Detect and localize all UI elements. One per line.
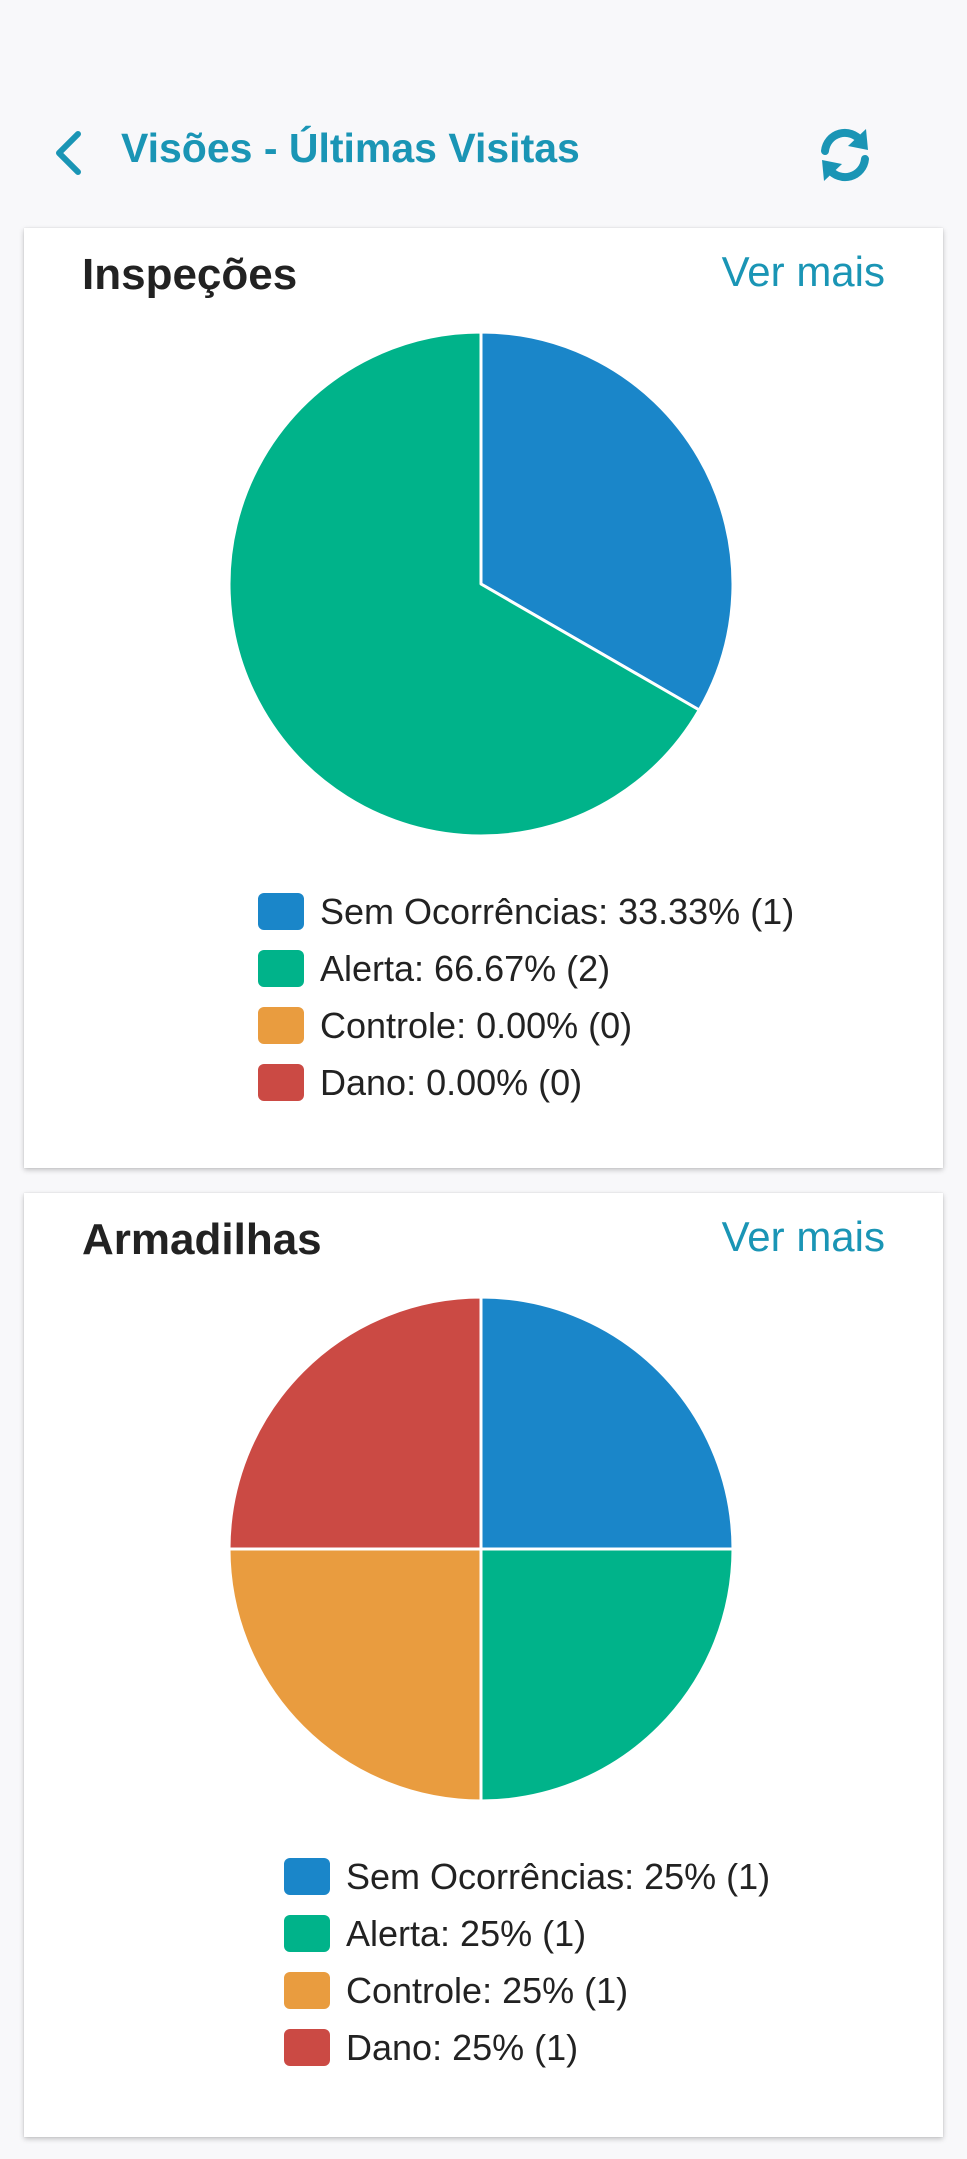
legend-label: Alerta: 66.67% (2): [320, 947, 611, 989]
page-title: Visões - Últimas Visitas: [121, 125, 580, 171]
traps-pie-chart: [226, 1294, 736, 1804]
legend-item-alerta: Alerta: 25% (1): [284, 1905, 770, 1962]
card-title: Armadilhas: [82, 1215, 322, 1264]
legend-label: Controle: 25% (1): [346, 1969, 629, 2011]
legend-label: Controle: 0.00% (0): [320, 1004, 633, 1046]
legend-swatch: [284, 1972, 330, 2009]
legend-swatch: [258, 1064, 304, 1101]
legend-swatch: [258, 950, 304, 987]
legend-item-dano: Dano: 0.00% (0): [258, 1054, 794, 1111]
pie-slice-controle: [227, 1547, 483, 1803]
pie-slice-dano: [227, 1295, 483, 1551]
legend-swatch: [284, 1858, 330, 1895]
legend-item-controle: Controle: 0.00% (0): [258, 997, 794, 1054]
refresh-icon: [821, 128, 869, 182]
chart-legend: Sem Ocorrências: 33.33% (1) Alerta: 66.6…: [258, 883, 794, 1111]
legend-item-dano: Dano: 25% (1): [284, 2019, 770, 2076]
legend-label: Sem Ocorrências: 25% (1): [346, 1855, 771, 1897]
back-button[interactable]: [40, 118, 96, 188]
legend-item-controle: Controle: 25% (1): [284, 1962, 770, 2019]
legend-label: Sem Ocorrências: 33.33% (1): [320, 890, 795, 932]
legend-swatch: [284, 1915, 330, 1952]
legend-swatch: [284, 2029, 330, 2066]
chart-legend: Sem Ocorrências: 25% (1) Alerta: 25% (1)…: [284, 1848, 770, 2076]
legend-label: Dano: 0.00% (0): [320, 1061, 583, 1103]
chevron-left-icon: [56, 131, 81, 175]
pie-slice-sem-ocorrencias: [479, 330, 735, 712]
pie-slice-sem-ocorrencias: [479, 1295, 735, 1551]
refresh-button[interactable]: [808, 118, 882, 192]
pie-slice-alerta: [227, 330, 701, 838]
legend-swatch: [258, 893, 304, 930]
card-title: Inspeções: [82, 250, 298, 299]
see-more-link[interactable]: Ver mais: [721, 248, 885, 295]
inspections-pie-chart: [226, 329, 736, 839]
traps-card: Armadilhas Ver mais Sem Ocorrências: 25%…: [24, 1193, 943, 2137]
legend-label: Dano: 25% (1): [346, 2026, 579, 2068]
inspections-card: Inspeções Ver mais Sem Ocorrências: 33.3…: [24, 228, 943, 1168]
legend-swatch: [258, 1007, 304, 1044]
legend-item-sem-ocorrencias: Sem Ocorrências: 33.33% (1): [258, 883, 794, 940]
pie-slice-alerta: [479, 1547, 735, 1803]
app-header: Visões - Últimas Visitas: [0, 0, 967, 225]
pie-chart-svg: [227, 1295, 735, 1803]
legend-item-sem-ocorrencias: Sem Ocorrências: 25% (1): [284, 1848, 770, 1905]
pie-chart-svg: [227, 330, 735, 838]
legend-label: Alerta: 25% (1): [346, 1912, 587, 1954]
see-more-link[interactable]: Ver mais: [721, 1213, 885, 1260]
legend-item-alerta: Alerta: 66.67% (2): [258, 940, 794, 997]
